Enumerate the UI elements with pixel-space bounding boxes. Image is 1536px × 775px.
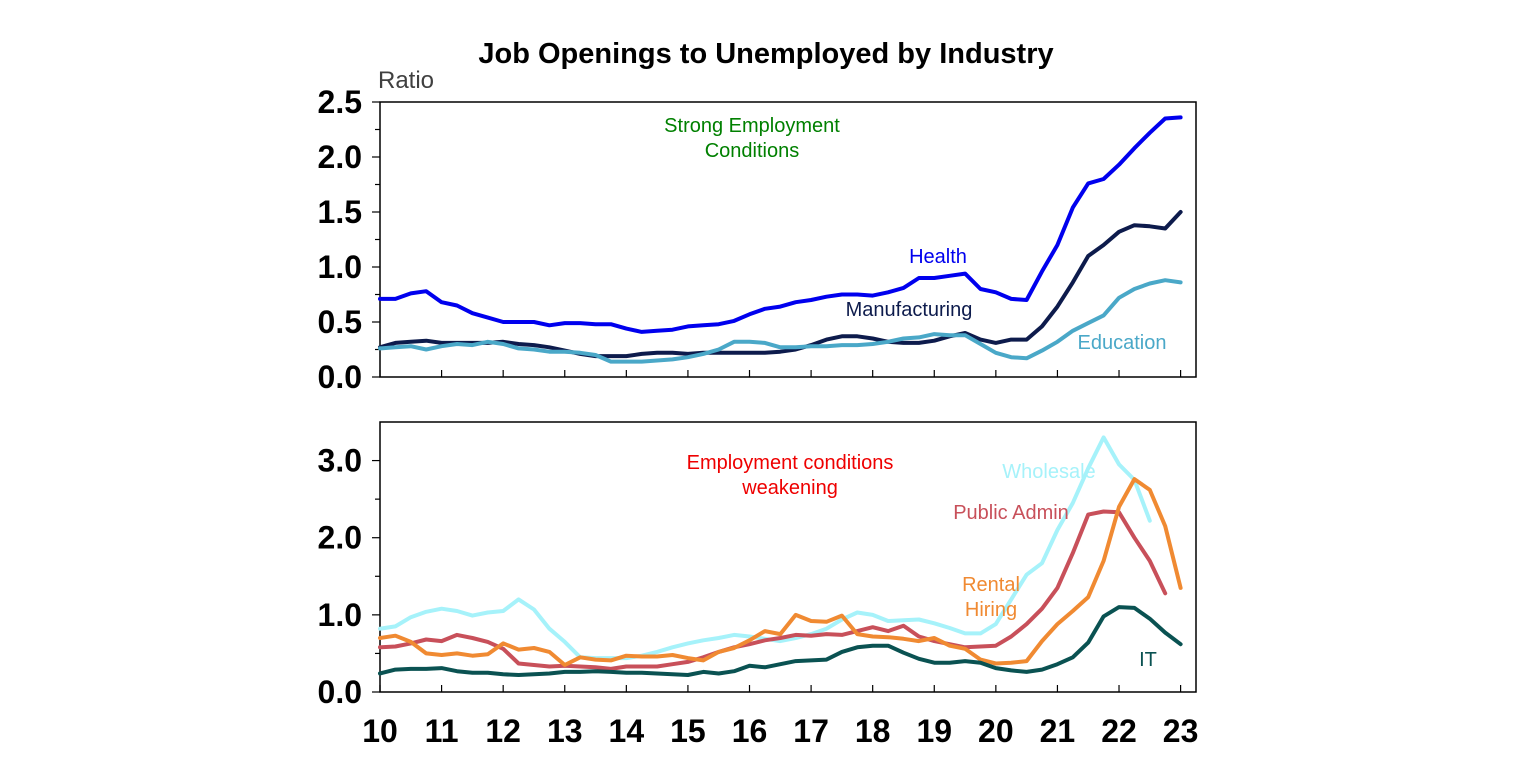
series-label-public-admin: Public Admin [953,502,1069,524]
series-line-public-admin [378,509,1168,671]
y-tick-label-top: 2.5 [318,84,362,120]
annotation-bottom: Employment conditions weakening [687,452,894,499]
series-label-education: Education [1078,332,1167,354]
x-tick-label: 10 [362,713,398,749]
y-tick-label-bottom: 3.0 [318,443,362,479]
x-tick-label: 12 [485,713,521,749]
x-tick-label: 20 [978,713,1014,749]
y-tick-label-top: 0.0 [318,359,362,395]
x-tick-label: 18 [855,713,891,749]
series-label-manufacturing: Manufacturing [846,299,973,321]
x-tick-label: 13 [547,713,583,749]
x-axis: 10 11 12 13 14 15 16 17 18 19 20 21 22 23 [362,370,1198,749]
panel-bottom: 0.0 1.0 2.0 3.0 Wholesale Public Admin Rental H… [318,421,1197,710]
y-tick-label-bottom: 1.0 [318,597,362,633]
y-tick-label-top: 1.5 [318,194,362,230]
series-label-wholesale: Wholesale [1002,461,1095,483]
series-label-health: Health [909,246,967,268]
chart-title: Job Openings to Unemployed by Industry [478,38,1053,70]
y-tick-label-top: 0.5 [318,304,362,340]
series-line-manufacturing [378,210,1183,359]
x-tick-label: 11 [425,713,459,749]
series-line-education [378,278,1183,364]
y-tick-label-bottom: 2.0 [318,520,362,556]
plot-frame-bottom [379,421,1197,693]
series-label-it: IT [1139,649,1157,671]
y-tick-label-top: 2.0 [318,139,362,175]
series-line-rental-hiring [378,477,1183,667]
y-tick-label-bottom: 0.0 [318,674,362,710]
y-tick-label-top: 1.0 [318,249,362,285]
x-tick-label: 15 [670,713,706,749]
series-line-health [378,115,1183,334]
series-label-rental-hiring: Rental Hiring [962,574,1020,621]
x-tick-label: 22 [1101,713,1137,749]
annotation-top: Strong Employment Conditions [664,115,840,162]
x-tick-label: 21 [1040,713,1076,749]
x-tick-label: 17 [793,713,829,749]
x-tick-label: 16 [732,713,768,749]
series-line-it [378,605,1183,677]
x-tick-label: 23 [1163,713,1199,749]
y-axis-label: Ratio [378,67,434,94]
x-tick-label: 14 [609,713,645,749]
panel-top: 0.0 0.5 1.0 1.5 2.0 2.5 Health Manufacturing Edu… [318,84,1197,395]
x-tick-label: 19 [916,713,952,749]
